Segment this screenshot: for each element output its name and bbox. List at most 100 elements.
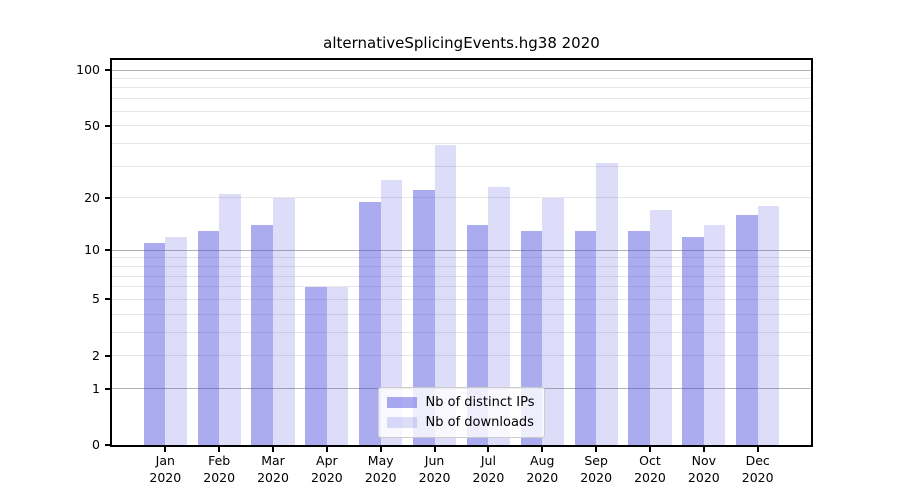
y-tick-2 <box>105 354 110 357</box>
x-tick-month-dec: Dec <box>745 453 770 468</box>
x-tick-month-sep: Sep <box>584 453 608 468</box>
minor-gridline-6 <box>112 286 811 288</box>
x-tick-year-aug: 2020 <box>526 470 559 485</box>
bar-nb-of-downloads-mar <box>273 197 295 445</box>
y-tick-label-50: 50 <box>84 117 100 133</box>
x-tick-aug <box>541 447 544 452</box>
y-tick-label-0: 0 <box>92 437 100 452</box>
x-tick-year-may: 2020 <box>364 470 397 485</box>
x-tick-label-oct: Oct 2020 <box>615 452 685 486</box>
bar-nb-of-downloads-jun <box>434 145 457 445</box>
x-tick-label-mar: Mar 2020 <box>238 452 308 486</box>
legend: Nb of distinct IPs Nb of downloads <box>377 387 546 438</box>
bar-nb-of-distinct-ips-feb <box>197 230 220 445</box>
x-tick-label-may: May 2020 <box>346 452 416 486</box>
x-tick-month-feb: Feb <box>208 453 231 468</box>
x-tick-label-feb: Feb 2020 <box>184 452 254 486</box>
bar-nb-of-distinct-ips-mar <box>251 224 273 445</box>
bar-nb-of-distinct-ips-nov <box>682 236 704 445</box>
y-tick-label-1: 1 <box>92 380 100 396</box>
bar-nb-of-distinct-ips-apr <box>305 286 327 445</box>
x-tick-month-jan: Jan <box>155 453 175 468</box>
x-tick-feb <box>218 447 221 452</box>
minor-gridline-9 <box>112 257 811 259</box>
x-tick-year-oct: 2020 <box>634 470 666 485</box>
minor-gridline-40 <box>112 142 811 144</box>
bar-nb-of-distinct-ips-dec <box>736 214 758 445</box>
bar-nb-of-distinct-ips-may <box>359 201 381 445</box>
legend-swatch-nb-of-downloads <box>386 417 417 428</box>
minor-gridline-80 <box>112 87 811 89</box>
x-tick-label-dec: Dec 2020 <box>723 452 793 486</box>
x-tick-label-sep: Sep 2020 <box>561 452 631 486</box>
x-tick-jul <box>487 447 490 452</box>
legend-swatch-nb-of-distinct-ips <box>386 397 417 408</box>
y-tick-5 <box>105 298 110 301</box>
y-tick-100 <box>105 69 110 72</box>
x-tick-label-apr: Apr 2020 <box>292 452 362 486</box>
legend-row-nb-of-distinct-ips: Nb of distinct IPs <box>386 395 535 410</box>
x-tick-nov <box>702 447 705 452</box>
y-tick-label-100: 100 <box>76 62 100 78</box>
y-tick-label-20: 20 <box>84 189 100 205</box>
bar-nb-of-downloads-dec <box>757 205 780 445</box>
minor-gridline-3 <box>112 331 811 333</box>
minor-gridline-2 <box>112 355 811 357</box>
plot-area: Nb of distinct IPs Nb of downloads <box>112 60 811 445</box>
x-tick-label-aug: Aug 2020 <box>507 452 577 486</box>
x-tick-mar <box>272 447 275 452</box>
chart-title: alternativeSplicingEvents.hg38 2020 <box>323 34 600 52</box>
y-tick-50 <box>105 124 110 127</box>
x-tick-year-apr: 2020 <box>310 470 343 485</box>
minor-gridline-8 <box>112 265 811 267</box>
minor-gridline-7 <box>112 275 811 277</box>
x-tick-month-mar: Mar <box>261 453 285 468</box>
minor-gridline-30 <box>112 165 811 167</box>
bar-nb-of-downloads-sep <box>596 163 618 445</box>
x-tick-year-feb: 2020 <box>203 470 236 485</box>
major-gridline-10 <box>112 249 811 251</box>
x-tick-month-oct: Oct <box>639 453 661 468</box>
minor-gridline-70 <box>112 98 811 100</box>
x-tick-year-dec: 2020 <box>741 470 774 485</box>
minor-gridline-20 <box>112 197 811 199</box>
x-tick-year-jan: 2020 <box>149 470 182 485</box>
x-tick-label-jul: Jul 2020 <box>453 452 523 486</box>
y-tick-10 <box>105 249 110 252</box>
x-tick-year-jul: 2020 <box>472 470 505 485</box>
x-tick-year-jun: 2020 <box>418 470 451 485</box>
minor-gridline-4 <box>112 313 811 315</box>
x-tick-year-mar: 2020 <box>257 470 289 485</box>
x-tick-month-aug: Aug <box>530 453 555 468</box>
x-tick-month-jun: Jun <box>424 453 445 468</box>
y-tick-0 <box>105 444 110 446</box>
bar-nb-of-downloads-oct <box>649 210 672 445</box>
x-tick-label-jan: Jan 2020 <box>130 452 200 486</box>
x-tick-jan <box>164 447 167 452</box>
bar-nb-of-distinct-ips-jan <box>143 243 166 445</box>
x-tick-year-nov: 2020 <box>687 470 720 485</box>
minor-gridline-90 <box>112 78 811 80</box>
x-tick-jun <box>433 447 436 452</box>
bar-nb-of-downloads-feb <box>219 193 241 445</box>
x-tick-sep <box>595 447 598 452</box>
x-tick-dec <box>756 447 759 452</box>
x-tick-month-nov: Nov <box>691 453 717 468</box>
y-tick-label-5: 5 <box>92 291 100 307</box>
legend-label-nb-of-downloads: Nb of downloads <box>425 415 534 430</box>
x-tick-apr <box>325 447 328 452</box>
legend-row-nb-of-downloads: Nb of downloads <box>386 415 535 430</box>
y-tick-label-2: 2 <box>92 347 100 363</box>
minor-gridline-5 <box>112 298 811 300</box>
x-tick-month-jul: Jul <box>480 453 496 468</box>
bar-nb-of-downloads-jul <box>488 186 510 445</box>
legend-label-nb-of-distinct-ips: Nb of distinct IPs <box>425 395 535 410</box>
bar-nb-of-downloads-may <box>380 180 403 445</box>
y-tick-1 <box>105 387 110 390</box>
y-tick-label-10: 10 <box>84 242 100 258</box>
x-tick-month-may: May <box>367 453 394 468</box>
bar-nb-of-downloads-apr <box>326 286 349 445</box>
x-tick-oct <box>648 447 651 452</box>
minor-gridline-50 <box>112 125 811 127</box>
